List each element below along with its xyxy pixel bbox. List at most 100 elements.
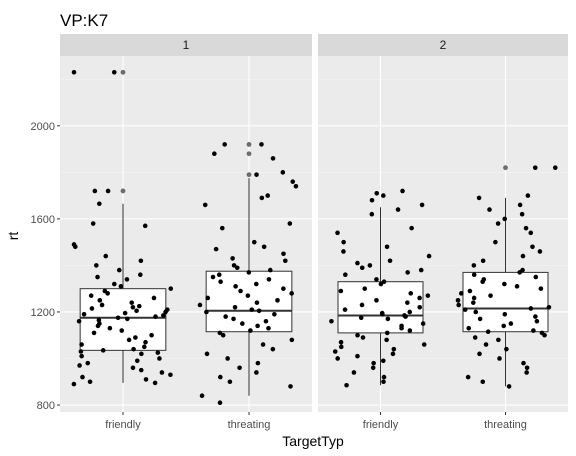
data-point xyxy=(508,321,514,326)
x-axis-title: TargetTyp xyxy=(282,433,344,449)
data-point xyxy=(409,225,414,231)
data-point xyxy=(462,307,468,312)
data-point xyxy=(381,279,387,284)
data-point xyxy=(471,272,477,278)
data-point xyxy=(131,346,136,352)
y-tick-label: 800 xyxy=(37,400,55,412)
data-point xyxy=(420,321,426,326)
data-point xyxy=(405,270,410,275)
data-point xyxy=(501,323,507,329)
data-point xyxy=(355,332,360,338)
points-friendly xyxy=(71,69,174,387)
data-point xyxy=(151,295,157,301)
data-point xyxy=(360,335,366,340)
data-point xyxy=(519,211,525,217)
data-point xyxy=(458,291,464,296)
data-point xyxy=(384,337,389,343)
data-point xyxy=(487,207,492,212)
panel-background xyxy=(60,56,312,412)
data-point xyxy=(256,308,262,314)
data-point xyxy=(155,350,161,355)
data-point xyxy=(134,358,140,364)
facet-strip-label: 2 xyxy=(440,38,447,52)
data-point xyxy=(395,207,401,212)
y-tick-label: 1600 xyxy=(31,214,55,226)
data-point xyxy=(85,360,91,366)
data-point xyxy=(476,195,482,201)
data-point xyxy=(341,239,346,245)
facet-strip-label: 1 xyxy=(183,38,190,52)
data-point xyxy=(139,351,144,357)
data-point xyxy=(210,274,216,280)
data-point xyxy=(204,351,210,357)
data-point xyxy=(380,358,386,364)
data-point xyxy=(116,267,122,273)
data-point xyxy=(90,221,96,226)
data-point xyxy=(403,314,408,319)
data-point xyxy=(266,325,271,331)
data-point xyxy=(232,304,238,310)
data-point xyxy=(217,400,223,405)
data-point xyxy=(425,293,431,298)
data-point xyxy=(138,367,144,373)
data-point xyxy=(97,201,102,207)
y-tick-label: 1200 xyxy=(31,307,55,319)
data-point xyxy=(142,344,147,350)
data-point xyxy=(407,328,413,333)
data-point xyxy=(263,318,269,324)
data-point xyxy=(367,263,373,268)
data-point xyxy=(253,281,259,287)
outlier-point xyxy=(246,172,252,178)
data-point xyxy=(381,374,387,380)
y-axis-title: rt xyxy=(5,232,21,241)
data-point xyxy=(374,298,379,303)
data-point xyxy=(528,306,534,311)
data-point xyxy=(335,356,340,361)
panel-background xyxy=(318,56,568,412)
data-point xyxy=(96,317,102,323)
data-point xyxy=(134,308,139,314)
data-point xyxy=(471,263,477,268)
data-point xyxy=(419,202,425,208)
data-point xyxy=(351,370,357,375)
data-point xyxy=(531,328,536,333)
data-point xyxy=(355,260,360,266)
data-point xyxy=(265,193,271,198)
data-point xyxy=(391,346,397,352)
data-point xyxy=(338,288,344,294)
data-point xyxy=(240,321,245,326)
data-point xyxy=(342,307,348,312)
data-point xyxy=(280,170,286,175)
data-point xyxy=(506,384,512,389)
data-point xyxy=(125,316,130,322)
data-point xyxy=(89,306,95,311)
data-point xyxy=(344,382,349,388)
data-point xyxy=(248,328,253,333)
data-point xyxy=(521,360,526,366)
data-point xyxy=(533,274,539,280)
box-iqr xyxy=(79,288,167,351)
data-point xyxy=(197,302,203,308)
data-point xyxy=(378,281,384,287)
data-point xyxy=(122,310,128,316)
data-point xyxy=(77,363,82,368)
data-point xyxy=(119,328,125,333)
data-point xyxy=(359,265,365,271)
data-point xyxy=(525,193,531,198)
data-point xyxy=(520,253,526,259)
data-point xyxy=(163,309,168,315)
data-point xyxy=(255,360,261,366)
data-point xyxy=(270,346,276,352)
x-tick-label: threating xyxy=(484,419,527,431)
data-point xyxy=(222,142,227,147)
data-point xyxy=(517,202,523,208)
data-point xyxy=(81,311,87,317)
data-point xyxy=(538,286,544,291)
data-point xyxy=(159,370,165,375)
data-point xyxy=(495,221,501,226)
data-point xyxy=(115,315,121,321)
box-iqr xyxy=(337,281,424,334)
outlier-point xyxy=(120,188,126,194)
data-point xyxy=(504,346,509,352)
data-point xyxy=(130,365,136,371)
